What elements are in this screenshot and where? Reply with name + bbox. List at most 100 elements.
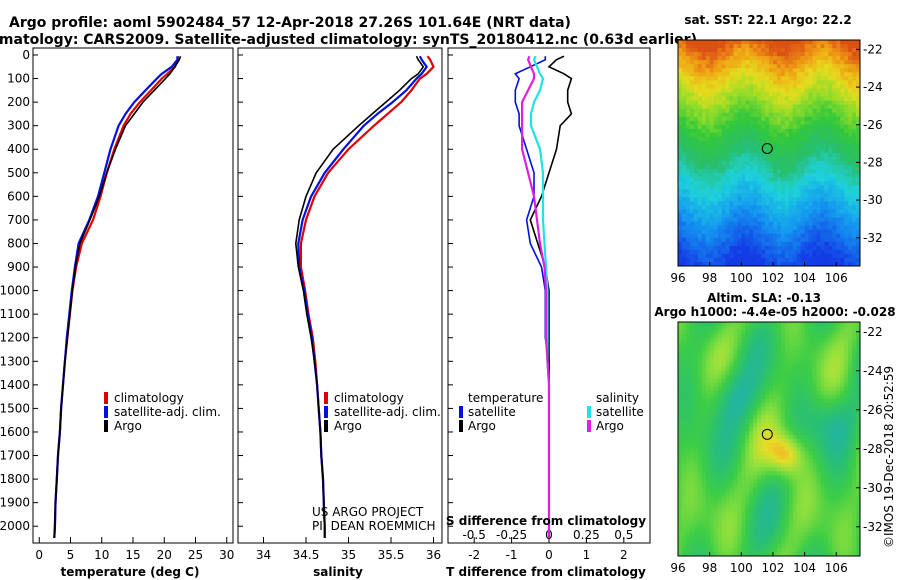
heatmap-cell bbox=[856, 68, 861, 73]
heatmap-cell bbox=[725, 350, 730, 355]
heatmap-cell bbox=[804, 120, 809, 126]
heatmap-cell bbox=[832, 241, 837, 247]
heatmap-cell bbox=[745, 161, 750, 166]
heatmap-cell bbox=[697, 157, 703, 162]
heatmap-cell bbox=[721, 249, 726, 255]
heatmap-cell bbox=[832, 165, 837, 170]
heatmap-cell bbox=[678, 108, 683, 114]
heatmap-cell bbox=[713, 245, 718, 251]
heatmap-cell bbox=[812, 209, 817, 214]
heatmap-cell bbox=[678, 104, 683, 110]
heatmap-cell bbox=[800, 64, 806, 69]
heatmap-cell bbox=[729, 358, 734, 363]
heatmap-cell bbox=[772, 370, 778, 375]
heatmap-cell bbox=[852, 80, 857, 85]
heatmap-cell bbox=[725, 189, 730, 194]
heatmap-cell bbox=[693, 96, 699, 101]
heatmap-cell bbox=[717, 144, 722, 150]
heatmap-cell bbox=[705, 100, 711, 105]
heatmap-cell bbox=[812, 148, 817, 154]
heatmap-cell bbox=[697, 334, 703, 339]
heatmap-cell bbox=[769, 112, 774, 118]
heatmap-cell bbox=[824, 209, 829, 214]
heatmap-cell bbox=[816, 346, 821, 351]
heatmap-cell bbox=[749, 455, 754, 460]
heatmap-cell bbox=[761, 426, 766, 432]
heatmap-cell bbox=[852, 185, 857, 190]
heatmap-cell bbox=[749, 181, 754, 186]
heatmap-cell bbox=[780, 455, 786, 460]
heatmap-cell bbox=[828, 120, 833, 126]
heatmap-cell bbox=[713, 72, 718, 77]
heatmap-cell bbox=[689, 177, 695, 182]
heatmap-cell bbox=[705, 64, 711, 69]
heatmap-cell bbox=[749, 76, 754, 81]
heatmap-cell bbox=[780, 76, 786, 81]
heatmap-cell bbox=[681, 499, 687, 504]
heatmap-cell bbox=[757, 48, 762, 53]
heatmap-cell bbox=[808, 414, 813, 420]
heatmap-cell bbox=[816, 60, 821, 65]
heatmap-cell bbox=[733, 439, 738, 444]
heatmap-cell bbox=[713, 406, 718, 412]
heatmap-cell bbox=[737, 479, 742, 484]
heatmap-cell bbox=[808, 64, 813, 69]
heatmap-cell bbox=[852, 390, 857, 396]
heatmap-cell bbox=[808, 60, 813, 65]
heatmap-cell bbox=[705, 108, 711, 114]
heatmap-cell bbox=[725, 471, 730, 476]
heatmap-cell bbox=[836, 233, 841, 239]
heatmap-cell bbox=[757, 358, 762, 363]
heatmap-cell bbox=[678, 209, 683, 214]
heatmap-cell bbox=[721, 366, 726, 371]
heatmap-cell bbox=[709, 503, 715, 508]
heatmap-cell bbox=[816, 40, 821, 45]
heatmap-cell bbox=[784, 201, 790, 206]
heatmap-cell bbox=[725, 430, 730, 436]
heatmap-cell bbox=[678, 116, 683, 122]
heatmap-cell bbox=[713, 350, 718, 355]
heatmap-cell bbox=[792, 386, 798, 391]
heatmap-cell bbox=[721, 503, 726, 508]
heatmap-cell bbox=[678, 48, 683, 53]
heatmap-cell bbox=[693, 177, 699, 182]
heatmap-cell bbox=[725, 76, 730, 81]
heatmap-cell bbox=[717, 136, 722, 142]
heatmap-cell bbox=[852, 463, 857, 468]
heatmap-cell bbox=[737, 322, 742, 327]
heatmap-cell bbox=[784, 72, 790, 77]
heatmap-cell bbox=[844, 394, 849, 400]
heatmap-cell bbox=[753, 322, 758, 327]
heatmap-cell bbox=[772, 177, 778, 182]
heatmap-cell bbox=[792, 221, 798, 227]
heatmap-cell bbox=[840, 124, 845, 130]
heatmap-cell bbox=[816, 233, 821, 239]
heatmap-cell bbox=[697, 181, 703, 186]
heatmap-cell bbox=[816, 193, 821, 198]
heatmap-cell bbox=[765, 68, 770, 73]
heatmap-cell bbox=[836, 406, 841, 412]
heatmap-cell bbox=[721, 100, 726, 105]
heatmap-cell bbox=[836, 144, 841, 150]
heatmap-cell bbox=[733, 108, 738, 114]
heatmap-cell bbox=[772, 451, 778, 456]
heatmap-cell bbox=[840, 157, 845, 162]
heatmap-cell bbox=[678, 342, 683, 347]
heatmap-cell bbox=[685, 257, 691, 263]
heatmap-cell bbox=[689, 237, 695, 243]
heatmap-cell bbox=[709, 257, 715, 263]
heatmap-cell bbox=[685, 225, 691, 231]
heatmap-cell bbox=[753, 48, 758, 53]
heatmap-cell bbox=[796, 439, 802, 444]
heatmap-cell bbox=[753, 422, 758, 428]
heatmap-cell bbox=[832, 463, 837, 468]
heatmap-cell bbox=[856, 499, 861, 504]
heatmap-cell bbox=[788, 173, 794, 178]
heatmap-cell bbox=[761, 153, 766, 158]
heatmap-cell bbox=[713, 398, 718, 404]
heatmap-cell bbox=[745, 48, 750, 53]
heatmap-cell bbox=[685, 181, 691, 186]
heatmap-cell bbox=[856, 124, 861, 130]
heatmap-cell bbox=[792, 88, 798, 93]
heatmap-cell bbox=[796, 451, 802, 456]
